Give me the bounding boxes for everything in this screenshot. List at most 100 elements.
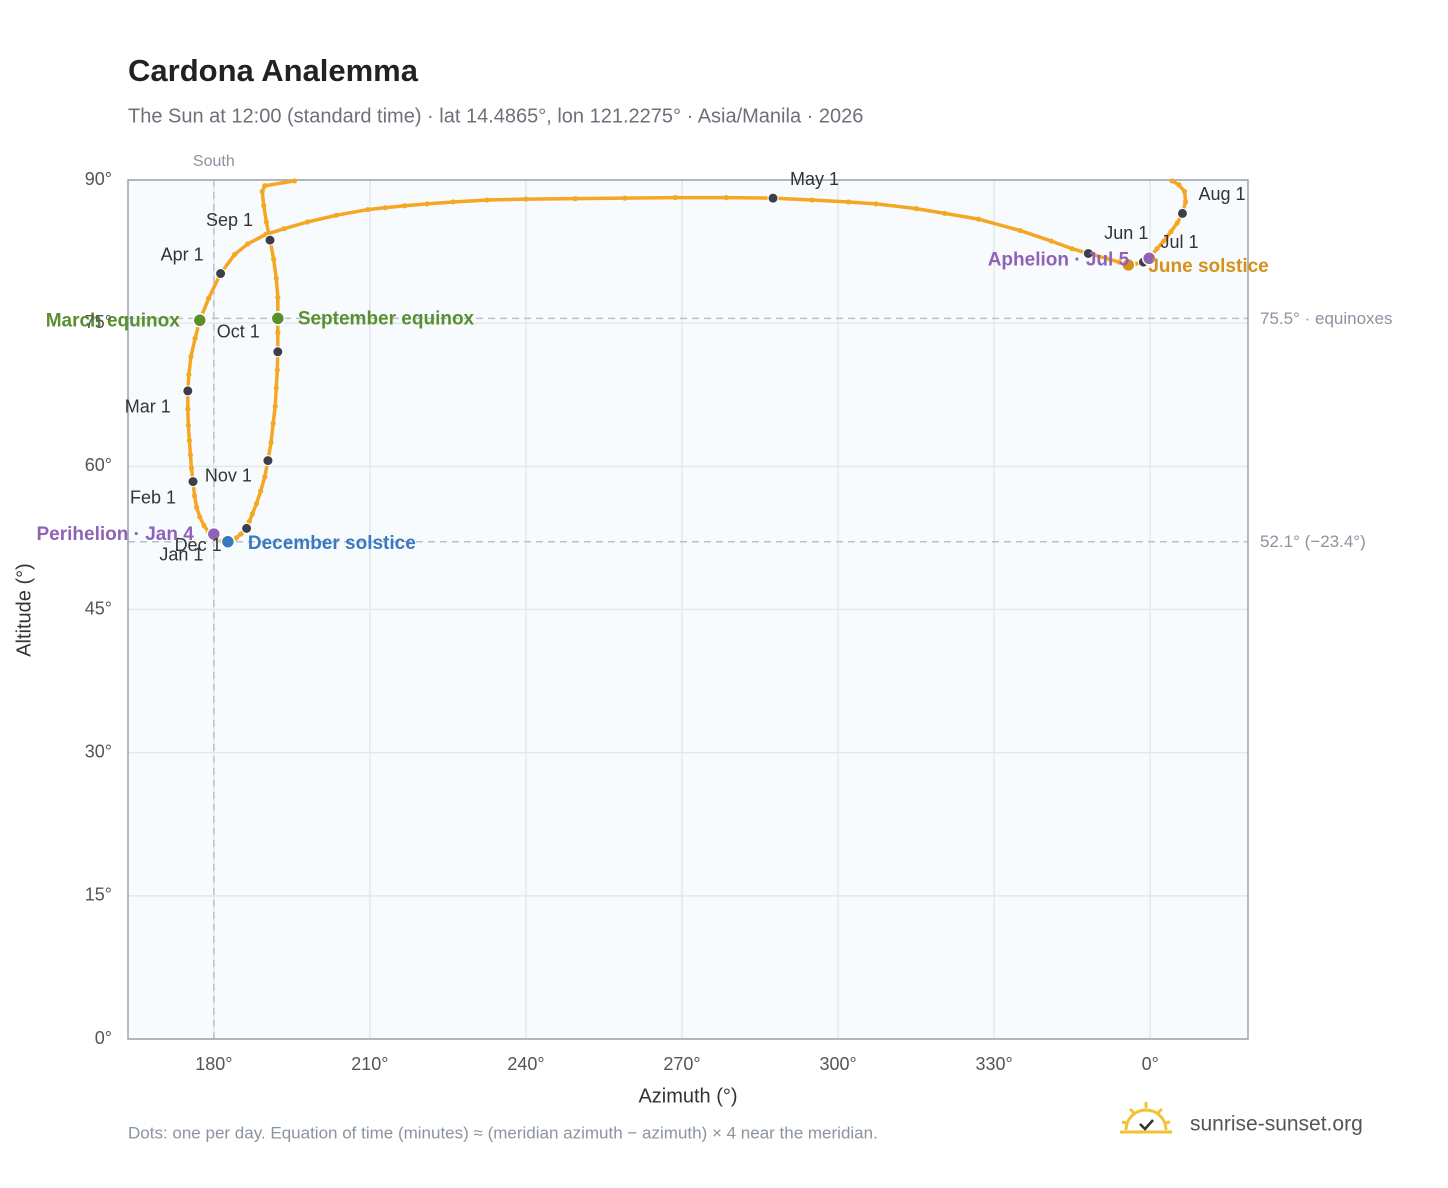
day-dot bbox=[253, 500, 260, 507]
y-tick-label: 0° bbox=[95, 1028, 112, 1048]
month-marker bbox=[264, 234, 276, 246]
day-dot bbox=[262, 183, 268, 189]
day-dot bbox=[1103, 255, 1109, 261]
month-label: Jan 1 bbox=[159, 545, 203, 565]
day-dot bbox=[268, 439, 274, 446]
x-tick-label: 180° bbox=[195, 1054, 232, 1074]
month-label: Mar 1 bbox=[125, 397, 171, 417]
reference-label: 52.1° (−23.4°) bbox=[1260, 532, 1366, 551]
day-dot bbox=[809, 197, 815, 203]
day-dot bbox=[1181, 188, 1188, 195]
day-dot bbox=[272, 403, 278, 409]
x-tick-label: 270° bbox=[663, 1054, 700, 1074]
y-tick-label: 30° bbox=[85, 741, 112, 761]
month-marker bbox=[262, 455, 274, 467]
y-tick-label: 60° bbox=[85, 455, 112, 475]
month-marker bbox=[1082, 247, 1094, 259]
day-dot bbox=[185, 406, 191, 412]
reference-lines bbox=[128, 180, 1248, 1039]
day-dot bbox=[185, 422, 191, 428]
day-dot bbox=[304, 219, 311, 225]
day-dot bbox=[913, 206, 919, 212]
footnote: Dots: one per day. Equation of time (min… bbox=[128, 1123, 878, 1142]
day-dot bbox=[262, 474, 268, 480]
day-dot bbox=[232, 251, 238, 258]
day-dot bbox=[187, 452, 194, 458]
day-dot bbox=[402, 203, 408, 209]
day-dot bbox=[333, 212, 339, 218]
month-label: Oct 1 bbox=[217, 322, 260, 342]
y-tick-label: 45° bbox=[85, 598, 112, 618]
day-dot bbox=[622, 195, 628, 201]
day-dot bbox=[274, 367, 280, 373]
markers bbox=[182, 192, 1188, 549]
labels: Jan 1 Feb 1 Mar 1 Apr 1 May 1 Jun 1 Jul 1 Aug 1… bbox=[37, 169, 1269, 565]
x-tick-label: 210° bbox=[351, 1054, 388, 1074]
y-tick-label: 90° bbox=[85, 169, 112, 189]
day-dot bbox=[1169, 178, 1175, 184]
x-tick-label: 330° bbox=[976, 1054, 1013, 1074]
day-dot bbox=[1176, 182, 1182, 188]
day-dot bbox=[942, 210, 948, 217]
month-label: Aug 1 bbox=[1198, 184, 1245, 204]
event-marker bbox=[1141, 251, 1157, 266]
event-marker bbox=[206, 526, 222, 542]
day-dot bbox=[258, 488, 264, 494]
day-dot bbox=[197, 514, 203, 520]
day-dot bbox=[1182, 199, 1189, 205]
month-label: Dec 1 bbox=[175, 535, 222, 555]
y-tick-label: 15° bbox=[85, 885, 112, 905]
month-marker bbox=[187, 476, 199, 488]
event-marker bbox=[192, 313, 208, 328]
y-axis-title: Altitude (°) bbox=[13, 563, 35, 657]
brand-name: sunrise-sunset.org bbox=[1190, 1113, 1363, 1136]
month-marker bbox=[215, 268, 227, 280]
month-marker bbox=[767, 192, 779, 204]
event-label: December solstice bbox=[248, 533, 416, 554]
day-dot bbox=[382, 205, 389, 211]
event-label: September equinox bbox=[298, 308, 475, 329]
day-dot bbox=[450, 199, 456, 205]
day-dot bbox=[975, 216, 982, 222]
day-dot bbox=[523, 196, 529, 202]
day-dot bbox=[261, 203, 267, 209]
day-dot bbox=[1069, 246, 1075, 252]
event-label: Aphelion · Jul 5 bbox=[988, 249, 1130, 270]
y-tick-label: 75° bbox=[85, 312, 112, 332]
day-dot bbox=[273, 275, 279, 281]
month-label: Jun 1 bbox=[1104, 223, 1148, 243]
month-marker bbox=[241, 522, 253, 534]
day-dot bbox=[191, 493, 198, 499]
day-dot bbox=[723, 195, 729, 201]
chart-title: Cardona Analemma bbox=[128, 53, 419, 88]
day-dot bbox=[275, 330, 281, 336]
day-dot bbox=[275, 294, 281, 300]
day-dot bbox=[873, 201, 879, 207]
day-dot bbox=[572, 196, 578, 202]
day-dot bbox=[672, 195, 678, 201]
month-marker bbox=[272, 346, 284, 358]
day-dot bbox=[263, 219, 269, 225]
day-dot bbox=[271, 256, 277, 262]
day-dot bbox=[245, 241, 251, 247]
day-dot bbox=[424, 201, 430, 207]
day-dot bbox=[186, 437, 192, 444]
day-dot bbox=[1048, 238, 1054, 244]
day-dot bbox=[233, 535, 239, 541]
event-label: Perihelion · Jan 4 bbox=[37, 524, 195, 545]
day-dot bbox=[845, 199, 852, 205]
event-marker bbox=[270, 311, 286, 326]
x-tick-label: 240° bbox=[507, 1054, 544, 1074]
month-label: Feb 1 bbox=[130, 487, 176, 507]
day-dot bbox=[365, 206, 371, 213]
x-tick-label: 300° bbox=[819, 1054, 856, 1074]
x-tick-label: 0° bbox=[1142, 1054, 1159, 1074]
day-dot bbox=[281, 226, 287, 232]
day-dot bbox=[249, 511, 255, 517]
day-dot bbox=[259, 188, 265, 195]
event-marker bbox=[1121, 257, 1136, 273]
month-marker bbox=[1176, 207, 1188, 219]
day-dot bbox=[1116, 259, 1122, 265]
day-dot bbox=[1161, 238, 1167, 244]
